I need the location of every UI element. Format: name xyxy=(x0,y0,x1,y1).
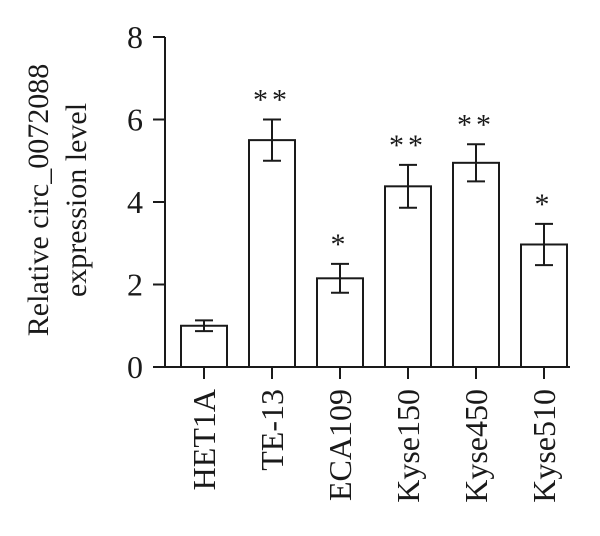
x-tick-label: ECA109 xyxy=(322,389,358,501)
bar xyxy=(384,185,432,368)
significance-label: ** xyxy=(253,84,291,117)
bar xyxy=(248,139,296,368)
x-tick-label: TE-13 xyxy=(254,389,290,471)
y-tick-label: 0 xyxy=(127,349,143,385)
y-axis: 0 2 4 6 8 xyxy=(127,19,166,385)
y-tick-label: 8 xyxy=(127,19,143,55)
significance-label: * xyxy=(331,228,350,261)
significance-label: ** xyxy=(389,129,427,162)
x-tick-label: Kyse150 xyxy=(390,389,426,503)
x-tick-label: HET1A xyxy=(186,389,222,490)
x-tick-label: Kyse510 xyxy=(526,389,562,503)
y-axis-title-line-1: Relative circ_0072088 xyxy=(22,64,55,336)
y-tick-label: 6 xyxy=(127,102,143,138)
x-tick-label: Kyse450 xyxy=(458,389,494,503)
bar xyxy=(452,161,500,368)
y-axis-title: Relative circ_0072088 expression level xyxy=(22,64,93,336)
significance-label: * xyxy=(535,188,554,221)
x-axis: HET1A TE-13 ECA109 Kyse150 Kyse450 Kyse510 xyxy=(165,366,570,503)
y-tick-label: 2 xyxy=(127,267,143,303)
bars: ******** xyxy=(180,84,568,368)
significance-label: ** xyxy=(457,108,495,141)
y-tick-label: 4 xyxy=(127,184,143,220)
y-axis-title-line-2: expression level xyxy=(60,103,93,297)
